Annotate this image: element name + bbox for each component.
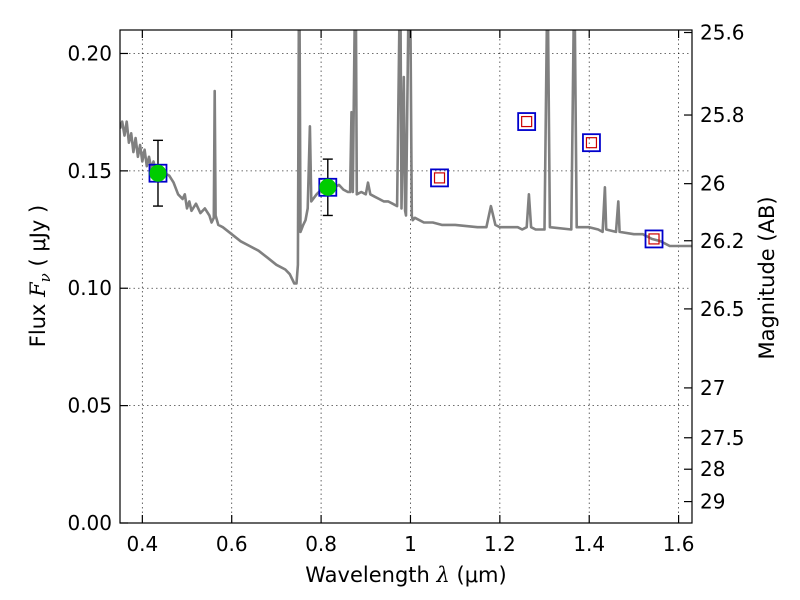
model-photometry-outer-square (430, 168, 449, 188)
y2-tick-label: 25.8 (700, 103, 745, 127)
y2-tick-label: 28 (700, 457, 725, 481)
y-tick-label: 0.00 (67, 511, 112, 535)
photometry-points (148, 112, 664, 249)
x-tick-label: 0.4 (126, 532, 158, 556)
y2-tick-label: 26 (700, 172, 725, 196)
x-tick-label: 1.6 (663, 532, 695, 556)
model-spectrum-line (120, 30, 692, 285)
observed-photometry-point (319, 178, 337, 196)
x-axis-label-prefix: Wavelength (305, 563, 436, 587)
y2-tick-label: 29 (700, 490, 725, 514)
x-axis-label-unit: (μm) (450, 563, 507, 587)
axis-ticks: 0.4 0.6 0.8 1 1.2 1.4 1.6 0.00 0.05 0.10 0.15 0.20 2… (67, 21, 744, 556)
x-tick-label: 0.6 (216, 532, 248, 556)
model-photometry-inner-square (521, 115, 533, 128)
x-axis-label-symbol: λ (436, 563, 450, 587)
observed-photometry-point (149, 164, 167, 182)
plot-frame (119, 29, 693, 524)
y2-tick-label: 26.5 (700, 297, 745, 321)
model-photometry-outer-square (644, 229, 664, 249)
x-tick-label: 1.4 (573, 532, 605, 556)
x-tick-label: 1 (404, 532, 417, 556)
y-axis-label-unit: ( μJy ) (26, 205, 50, 273)
y-axis-label: Flux Fν ( μJy ) (26, 205, 54, 347)
model-photometry-outer-square (582, 133, 601, 153)
y-axis-label-symbol: F (26, 281, 50, 298)
model-photometry-inner-square (648, 233, 660, 245)
x-axis-label: Wavelength λ (μm) (305, 563, 506, 587)
y-tick-label: 0.15 (67, 159, 112, 183)
y2-tick-label: 25.6 (700, 21, 745, 45)
model-photometry-inner-square (433, 172, 446, 184)
y-axis-label-subscript: ν (36, 273, 54, 282)
y-tick-label: 0.20 (67, 41, 112, 65)
x-tick-label: 0.8 (305, 532, 337, 556)
model-spectrum (120, 30, 692, 285)
y-axis-label-prefix: Flux (26, 297, 50, 347)
y2-tick-label: 27 (700, 376, 725, 400)
y2-axis-label: Magnitude (AB) (755, 196, 779, 359)
y2-tick-label: 26.2 (700, 229, 745, 253)
y-tick-label: 0.05 (67, 394, 112, 418)
model-photometry-outer-square (517, 112, 537, 131)
model-photometry-inner-square (585, 137, 598, 149)
y-tick-label: 0.10 (67, 276, 112, 300)
y2-tick-label: 27.5 (700, 426, 745, 450)
x-tick-label: 1.2 (484, 532, 516, 556)
